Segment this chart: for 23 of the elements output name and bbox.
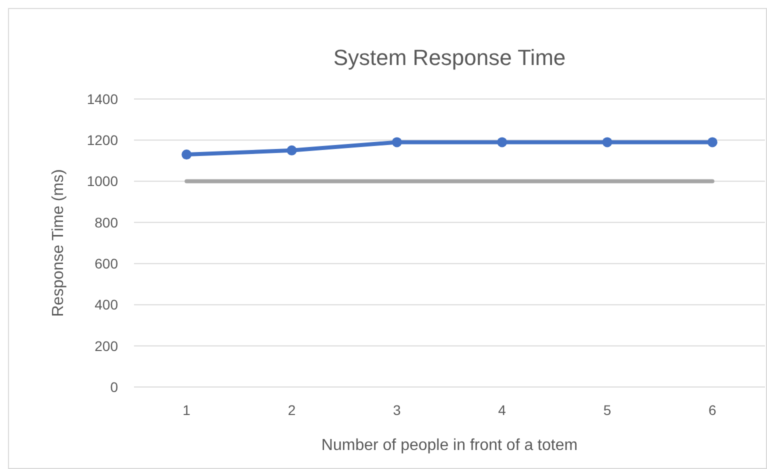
y-axis-title: Response Time (ms)	[50, 169, 67, 317]
x-tick-label: 6	[708, 402, 717, 418]
x-tick-label: 1	[182, 402, 191, 418]
chart-title: System Response Time	[333, 45, 566, 70]
y-tick-label: 1400	[86, 90, 118, 107]
point	[182, 150, 192, 160]
point	[392, 137, 402, 148]
point	[286, 145, 297, 156]
y-tick-label: 1000	[86, 173, 118, 190]
x-tick-label: 4	[498, 402, 506, 418]
x-tick-label: 3	[393, 402, 402, 418]
y-tick-label: 0	[110, 378, 118, 395]
point	[707, 137, 718, 148]
y-tick-label: 800	[94, 214, 118, 230]
y-tick-label: 600	[94, 255, 118, 272]
point	[602, 137, 612, 148]
y-tick-label: 200	[94, 338, 118, 354]
x-tick-label: 5	[603, 402, 612, 418]
point	[497, 137, 508, 148]
y-tick-label: 1200	[86, 132, 118, 148]
y-tick-label: 400	[94, 296, 118, 313]
x-tick-label: 2	[288, 402, 296, 418]
x-axis-title: Number of people in front of a totem	[321, 437, 578, 454]
